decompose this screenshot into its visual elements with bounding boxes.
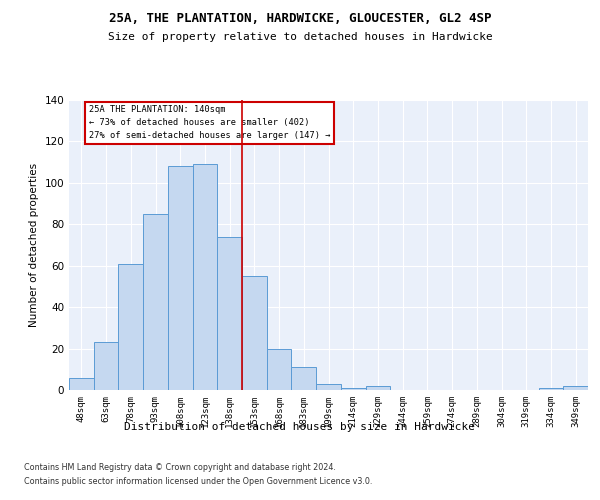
- Text: 25A THE PLANTATION: 140sqm
← 73% of detached houses are smaller (402)
27% of sem: 25A THE PLANTATION: 140sqm ← 73% of deta…: [89, 105, 330, 140]
- Bar: [341, 388, 365, 390]
- Bar: [242, 276, 267, 390]
- Bar: [94, 342, 118, 390]
- Bar: [143, 214, 168, 390]
- Y-axis label: Number of detached properties: Number of detached properties: [29, 163, 39, 327]
- Text: Size of property relative to detached houses in Hardwicke: Size of property relative to detached ho…: [107, 32, 493, 42]
- Bar: [168, 166, 193, 390]
- Bar: [118, 264, 143, 390]
- Bar: [563, 386, 588, 390]
- Bar: [539, 388, 563, 390]
- Text: 25A, THE PLANTATION, HARDWICKE, GLOUCESTER, GL2 4SP: 25A, THE PLANTATION, HARDWICKE, GLOUCEST…: [109, 12, 491, 26]
- Bar: [69, 378, 94, 390]
- Bar: [316, 384, 341, 390]
- Bar: [217, 236, 242, 390]
- Text: Contains public sector information licensed under the Open Government Licence v3: Contains public sector information licen…: [24, 477, 373, 486]
- Text: Distribution of detached houses by size in Hardwicke: Distribution of detached houses by size …: [125, 422, 476, 432]
- Bar: [193, 164, 217, 390]
- Bar: [292, 367, 316, 390]
- Bar: [267, 348, 292, 390]
- Bar: [365, 386, 390, 390]
- Text: Contains HM Land Registry data © Crown copyright and database right 2024.: Contains HM Land Registry data © Crown c…: [24, 464, 336, 472]
